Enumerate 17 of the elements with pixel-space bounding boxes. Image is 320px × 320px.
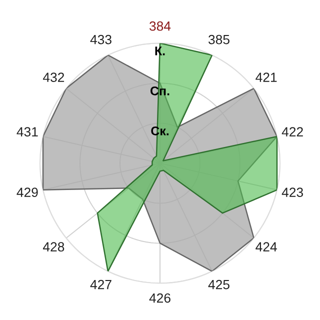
spoke-label: 426 (149, 293, 170, 303)
spoke-label: 385 (208, 34, 230, 44)
spoke-label: 422 (282, 127, 303, 136)
spoke-label: 424 (256, 242, 277, 252)
spoke-label: 425 (208, 280, 230, 290)
spoke-label: 431 (16, 127, 38, 136)
spoke-label: 384 (149, 21, 171, 31)
spoke-label: 433 (90, 34, 112, 44)
y-tick-label: К. (155, 46, 165, 56)
y-tick-label: Ск. (151, 126, 169, 136)
spoke-label: 421 (256, 72, 277, 82)
spoke-label: 432 (42, 72, 64, 82)
spoke-label: 427 (90, 280, 112, 290)
spoke-label: 429 (16, 188, 38, 197)
y-tick-label: Сп. (150, 86, 170, 96)
spoke-label: 428 (42, 242, 64, 252)
spoke-label: 423 (282, 188, 303, 197)
